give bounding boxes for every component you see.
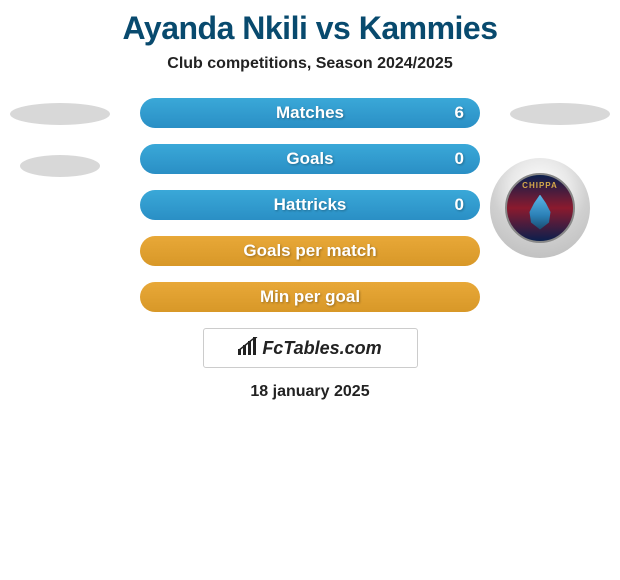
placeholder-ellipse — [20, 155, 100, 177]
stat-row-matches: Matches 6 — [140, 98, 480, 128]
stat-row-hattricks: Hattricks 0 — [140, 190, 480, 220]
stat-value-right: 0 — [455, 195, 464, 215]
stat-label: Hattricks — [274, 195, 347, 215]
stat-label: Min per goal — [260, 287, 360, 307]
badge-text: CHIPPA — [522, 181, 558, 190]
stat-row-goals: Goals 0 — [140, 144, 480, 174]
stat-label: Matches — [276, 103, 344, 123]
page-title: Ayanda Nkili vs Kammies — [0, 10, 620, 47]
stat-value-right: 0 — [455, 149, 464, 169]
right-player-placeholder — [510, 103, 610, 155]
brand-text: FcTables.com — [262, 338, 381, 359]
stat-label: Goals — [286, 149, 333, 169]
subtitle: Club competitions, Season 2024/2025 — [0, 55, 620, 73]
club-badge: CHIPPA — [490, 158, 590, 258]
footer-brand-badge: FcTables.com — [203, 328, 418, 368]
placeholder-ellipse — [510, 103, 610, 125]
stat-row-min-per-goal: Min per goal — [140, 282, 480, 312]
stat-label: Goals per match — [243, 241, 376, 261]
left-player-placeholder — [10, 103, 110, 207]
main-container: Ayanda Nkili vs Kammies Club competition… — [0, 0, 620, 411]
stat-value-right: 6 — [455, 103, 464, 123]
date-text: 18 january 2025 — [0, 383, 620, 401]
chart-icon — [238, 337, 258, 360]
stats-area: CHIPPA Matches 6 Goals 0 Hattricks 0 Goa… — [0, 98, 620, 401]
placeholder-ellipse — [10, 103, 110, 125]
badge-inner: CHIPPA — [505, 173, 575, 243]
stat-row-goals-per-match: Goals per match — [140, 236, 480, 266]
badge-flame-icon — [525, 195, 555, 230]
